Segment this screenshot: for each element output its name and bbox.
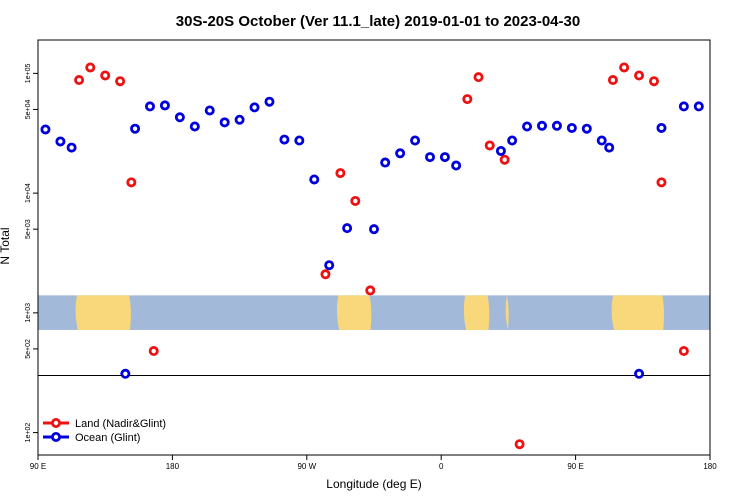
- ocean-point-18: [342, 223, 353, 234]
- land-point-20: [678, 346, 689, 357]
- legend-item-ocean: Ocean (Glint): [43, 431, 140, 444]
- land-point-18: [649, 76, 660, 87]
- ocean-point-9: [204, 105, 215, 116]
- y-tick-label-5: 5e+04: [25, 99, 32, 119]
- legend: Land (Nadir&Glint) Ocean (Glint): [43, 417, 166, 444]
- land-point-4: [126, 177, 137, 188]
- y-tick-label-0: 1e+02: [25, 423, 32, 443]
- land-point-9: [365, 285, 376, 296]
- x-axis: 90 E 180 90 W 0 90 E 180: [30, 455, 717, 471]
- ocean-point-31: [566, 122, 577, 133]
- ocean-point-32: [581, 123, 592, 134]
- x-tick-label-3: 0: [439, 462, 444, 471]
- x-axis-label: Longitude (deg E): [326, 477, 421, 491]
- ocean-point-27: [507, 135, 518, 146]
- map-land-africa-west: [463, 295, 490, 330]
- ocean-point-2: [66, 142, 77, 153]
- land-point-16: [619, 62, 630, 73]
- legend-label-land: Land (Nadir&Glint): [75, 418, 166, 430]
- ocean-point-6: [159, 100, 170, 111]
- map-land-australia-2: [611, 295, 664, 330]
- ocean-point-35: [634, 368, 645, 379]
- ocean-point-0: [40, 124, 51, 135]
- ocean-point-8: [189, 121, 200, 132]
- land-point-11: [473, 72, 484, 83]
- x-tick-label-1: 180: [166, 462, 180, 471]
- land-point-13: [499, 154, 510, 165]
- ocean-point-14: [279, 134, 290, 145]
- ocean-point-1: [55, 136, 66, 147]
- land-point-2: [100, 70, 111, 81]
- ocean-point-5: [144, 101, 155, 112]
- ocean-point-17: [324, 260, 335, 271]
- land-point-5: [148, 346, 159, 357]
- ocean-point-13: [264, 96, 275, 107]
- legend-label-ocean: Ocean (Glint): [75, 432, 140, 444]
- ocean-point-24: [439, 152, 450, 163]
- world-map-band: [38, 295, 710, 330]
- land-point-8: [320, 269, 331, 280]
- ocean-point-22: [410, 135, 421, 146]
- ocean-point-3: [120, 368, 131, 379]
- map-land-australia-1: [75, 295, 131, 330]
- ocean-point-26: [495, 145, 506, 156]
- x-tick-label-5: 180: [703, 462, 717, 471]
- plot-frame: [37, 39, 711, 456]
- ocean-point-4: [130, 123, 141, 134]
- map-land-africa-east: [505, 295, 509, 330]
- y-axis: 1e+02 5e+02 1e+03 5e+03 1e+04 5e+04 1e+05: [25, 63, 38, 442]
- land-point-0: [74, 75, 85, 86]
- ocean-point-37: [678, 101, 689, 112]
- y-tick-label-6: 1e+05: [25, 63, 32, 83]
- ocean-point-11: [234, 114, 245, 125]
- ocean-point-38: [693, 101, 704, 112]
- land-point-14: [514, 439, 525, 450]
- ocean-point-21: [395, 148, 406, 159]
- y-tick-label-4: 1e+04: [25, 183, 32, 203]
- ocean-point-7: [174, 112, 185, 123]
- ocean-point-30: [551, 120, 562, 131]
- x-tick-label-4: 90 E: [567, 462, 583, 471]
- map-land-south-america: [336, 295, 372, 330]
- y-tick-label-3: 5e+03: [25, 219, 32, 239]
- chart-title: 30S-20S October (Ver 11.1_late) 2019-01-…: [176, 13, 580, 30]
- y-tick-label-1: 5e+02: [25, 339, 32, 359]
- x-tick-label-0: 90 E: [30, 462, 46, 471]
- land-point-10: [462, 94, 473, 105]
- ocean-point-34: [604, 142, 615, 153]
- ocean-point-36: [656, 122, 667, 133]
- ocean-point-16: [309, 174, 320, 185]
- y-axis-label: N Total: [0, 227, 12, 264]
- ocean-point-10: [219, 117, 230, 128]
- ocean-point-15: [294, 135, 305, 146]
- land-point-15: [607, 75, 618, 86]
- y-tick-label-2: 1e+03: [25, 303, 32, 323]
- ocean-point-28: [522, 121, 533, 132]
- ocean-point-33: [596, 135, 607, 146]
- map-ocean: [38, 295, 710, 330]
- ocean-point-20: [380, 157, 391, 168]
- x-tick-label-2: 90 W: [297, 462, 316, 471]
- ocean-point-12: [249, 102, 260, 113]
- data-points: [40, 62, 704, 450]
- legend-item-land: Land (Nadir&Glint): [43, 417, 166, 430]
- land-point-6: [335, 168, 346, 179]
- land-point-12: [484, 140, 495, 151]
- land-point-1: [85, 62, 96, 73]
- land-point-7: [350, 195, 361, 206]
- ocean-point-25: [451, 160, 462, 171]
- legend-swatch-marker-land: [51, 417, 62, 428]
- land-point-19: [656, 177, 667, 188]
- land-point-17: [634, 70, 645, 81]
- legend-swatch-marker-ocean: [51, 431, 62, 442]
- ocean-point-19: [368, 224, 379, 235]
- ocean-point-29: [537, 120, 548, 131]
- land-point-3: [115, 76, 126, 87]
- ocean-point-23: [424, 152, 435, 163]
